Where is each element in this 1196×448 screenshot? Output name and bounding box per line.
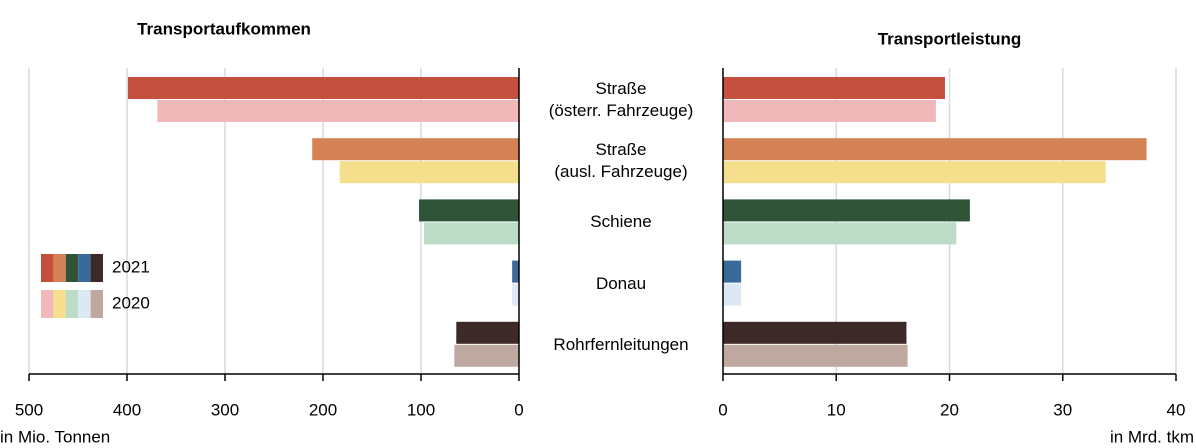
bar (127, 77, 519, 99)
bar (312, 138, 519, 161)
category-label: Schiene (590, 212, 652, 232)
category-label: Straße (österr. Fahrzeuge) (548, 79, 694, 120)
legend-swatch (90, 254, 103, 282)
bar (723, 100, 936, 122)
x-tick-label: 30 (1053, 400, 1072, 419)
x-tick-label: 300 (211, 400, 239, 419)
legend-swatch (78, 254, 91, 282)
legend-label: 2020 (112, 293, 150, 312)
bar (456, 321, 519, 344)
panel-title: Transportleistung (878, 29, 1022, 48)
bar (723, 321, 907, 344)
legend-swatch (53, 254, 66, 282)
bar (723, 222, 957, 245)
legend-swatch (53, 290, 66, 318)
bar (723, 77, 945, 99)
legend-swatch (90, 290, 103, 318)
bar (419, 199, 519, 222)
legend-swatch (65, 290, 79, 318)
x-tick-label: 0 (514, 400, 523, 419)
bar (723, 260, 742, 283)
x-tick-label: 200 (309, 400, 337, 419)
x-tick-label: 100 (407, 400, 435, 419)
bar (723, 161, 1106, 184)
bar (339, 161, 519, 184)
legend-label: 2021 (112, 257, 150, 276)
category-label: Donau (595, 273, 647, 293)
bar (423, 222, 519, 245)
bar (157, 100, 519, 122)
bar (723, 199, 970, 222)
x-axis-label: in Mio. Tonnen (0, 427, 110, 446)
legend-swatch (65, 254, 79, 282)
bar (723, 344, 908, 367)
bar (723, 283, 742, 306)
bar (454, 344, 519, 367)
x-tick-label: 500 (15, 400, 43, 419)
x-tick-label: 20 (940, 400, 959, 419)
legend-swatch (41, 254, 54, 282)
bar (512, 283, 519, 306)
category-label: Straße (ausl. Fahrzeuge) (554, 140, 688, 182)
legend-swatch (41, 290, 54, 318)
bar (723, 138, 1147, 161)
panel-title: Transportaufkommen (137, 19, 311, 38)
x-tick-label: 40 (1167, 400, 1186, 419)
x-tick-label: 400 (113, 400, 141, 419)
bar (512, 260, 519, 283)
x-axis-label: in Mrd. tkm (1110, 427, 1194, 446)
x-tick-label: 10 (827, 400, 846, 419)
category-label: Rohrfernleitungen (553, 334, 689, 354)
legend-swatch (78, 290, 91, 318)
x-tick-label: 0 (718, 400, 727, 419)
